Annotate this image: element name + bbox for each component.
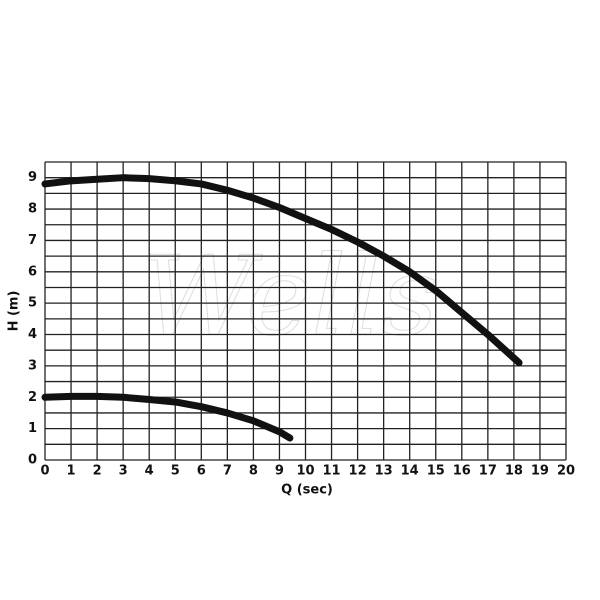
x-axis-label: Q (sec) [281,483,333,498]
x-tick-label: 12 [349,464,367,479]
y-tick-label: 6 [28,264,37,279]
watermark: Wells [142,232,438,360]
x-tick-label: 19 [531,464,549,479]
x-tick-label: 20 [557,464,575,479]
x-tick-label: 16 [453,464,471,479]
y-tick-label: 4 [28,327,37,342]
x-tick-label: 14 [401,464,419,479]
x-tick-label: 9 [275,464,284,479]
x-tick-label: 7 [223,464,232,479]
x-tick-label: 18 [505,464,523,479]
x-tick-label: 11 [323,464,341,479]
x-tick-label: 15 [427,464,445,479]
x-tick-label: 5 [171,464,180,479]
x-tick-label: 13 [375,464,393,479]
y-tick-label: 3 [28,358,37,373]
y-axis-label: H (m) [7,291,22,332]
y-tick-label: 8 [28,202,37,217]
y-tick-label: 9 [28,170,37,185]
y-tick-label: 5 [28,296,37,311]
x-tick-label: 8 [249,464,258,479]
y-tick-label: 0 [28,453,37,468]
x-tick-label: 10 [296,464,314,479]
y-tick-label: 7 [28,233,37,248]
curve [41,174,523,367]
curve [41,392,294,442]
x-tick-label: 6 [197,464,206,479]
x-tick-label: 17 [479,464,497,479]
y-tick-label: 1 [28,421,37,436]
y-tick-label: 2 [28,390,37,405]
x-tick-label: 3 [119,464,128,479]
x-tick-label: 0 [40,464,49,479]
x-tick-label: 2 [93,464,102,479]
x-tick-label: 4 [145,464,154,479]
x-tick-label: 1 [67,464,76,479]
